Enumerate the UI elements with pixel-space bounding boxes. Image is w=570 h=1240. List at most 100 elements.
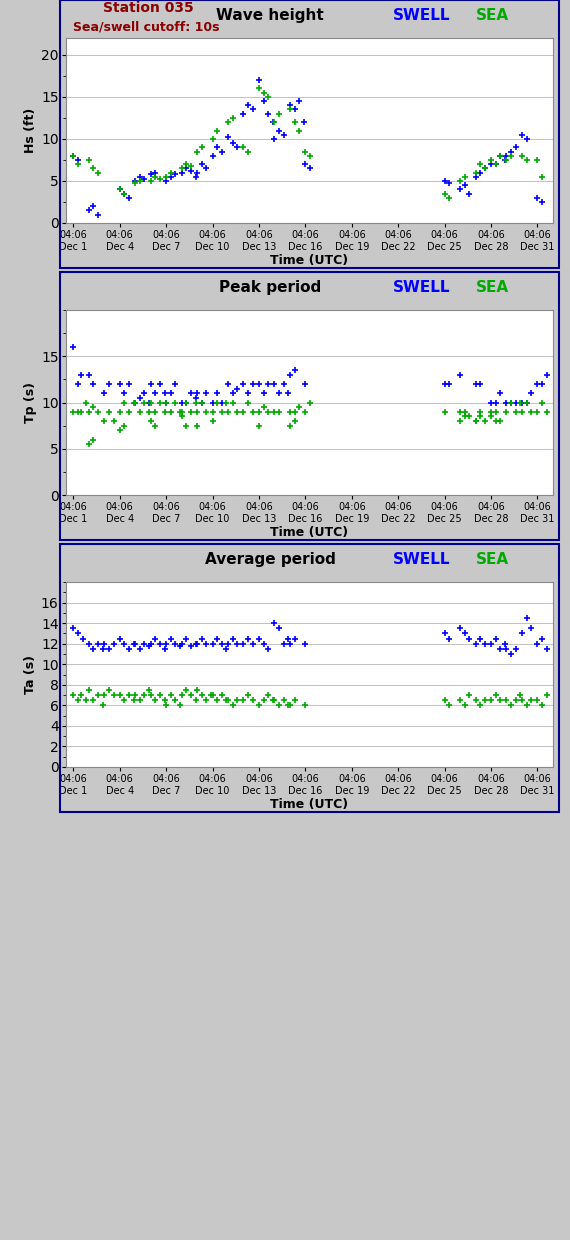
Point [475,402,484,422]
Point [145,402,154,422]
Point [222,393,231,413]
Point [182,154,191,174]
Point [74,154,83,174]
Point [135,167,144,187]
Point [115,374,124,394]
Point [104,680,113,699]
Point [146,412,155,432]
Point [455,402,465,422]
Text: Average period: Average period [205,552,336,567]
Point [233,691,242,711]
Point [213,629,222,649]
Point [233,138,242,157]
Point [191,691,200,711]
Point [223,402,233,422]
Point [522,608,531,627]
Point [115,629,124,649]
Point [208,393,217,413]
Point [228,696,237,715]
Point [502,402,511,422]
Point [89,639,98,658]
Point [486,634,495,653]
Text: Wave height: Wave height [217,7,324,22]
Point [522,129,531,149]
Point [533,187,542,207]
Point [542,639,551,658]
Point [243,393,253,413]
Point [115,686,124,706]
Point [145,680,154,699]
Point [208,412,217,432]
Point [171,165,180,185]
Point [100,634,109,653]
Point [306,146,315,166]
Point [166,629,176,649]
Point [74,402,83,422]
Point [518,402,527,422]
Point [166,167,176,187]
Point [275,104,284,124]
Point [533,634,542,653]
Point [511,402,520,422]
Point [481,634,490,653]
Point [81,393,90,413]
Text: Station 035: Station 035 [103,1,194,15]
Point [475,162,484,182]
Point [233,402,242,422]
Point [239,104,248,124]
Point [146,686,155,706]
Point [460,624,469,644]
Point [208,129,217,149]
Point [440,691,449,711]
Point [177,407,186,427]
X-axis label: Time (UTC): Time (UTC) [270,254,348,268]
Point [491,686,500,706]
Point [161,393,170,413]
Point [471,162,480,182]
Point [270,691,279,711]
Point [140,383,149,403]
Point [491,154,500,174]
Point [146,165,155,185]
Point [233,378,242,398]
Point [491,154,500,174]
Point [202,634,211,653]
Point [89,691,98,711]
Point [197,138,206,157]
Point [146,393,155,413]
Point [248,634,257,653]
Point [248,691,257,711]
Point [89,374,98,394]
Point [243,141,253,161]
Point [455,619,465,639]
Point [445,374,454,394]
Point [306,393,315,413]
Point [254,402,263,422]
Point [177,162,186,182]
Point [131,634,140,653]
Point [202,383,211,403]
Point [295,120,304,140]
Point [182,393,191,413]
Point [135,402,144,422]
Point [131,171,140,191]
Point [129,393,138,413]
Point [150,402,160,422]
Point [222,639,231,658]
Point [228,133,237,153]
Point [131,172,140,192]
Point [213,393,222,413]
Point [486,691,495,711]
Point [120,691,129,711]
Point [100,383,109,403]
Point [156,374,165,394]
Point [507,644,516,663]
Point [275,402,284,422]
Point [518,146,527,166]
Point [186,156,196,176]
Point [100,412,109,432]
Point [177,634,186,653]
Point [78,629,87,649]
Point [465,407,474,427]
Point [166,162,176,182]
